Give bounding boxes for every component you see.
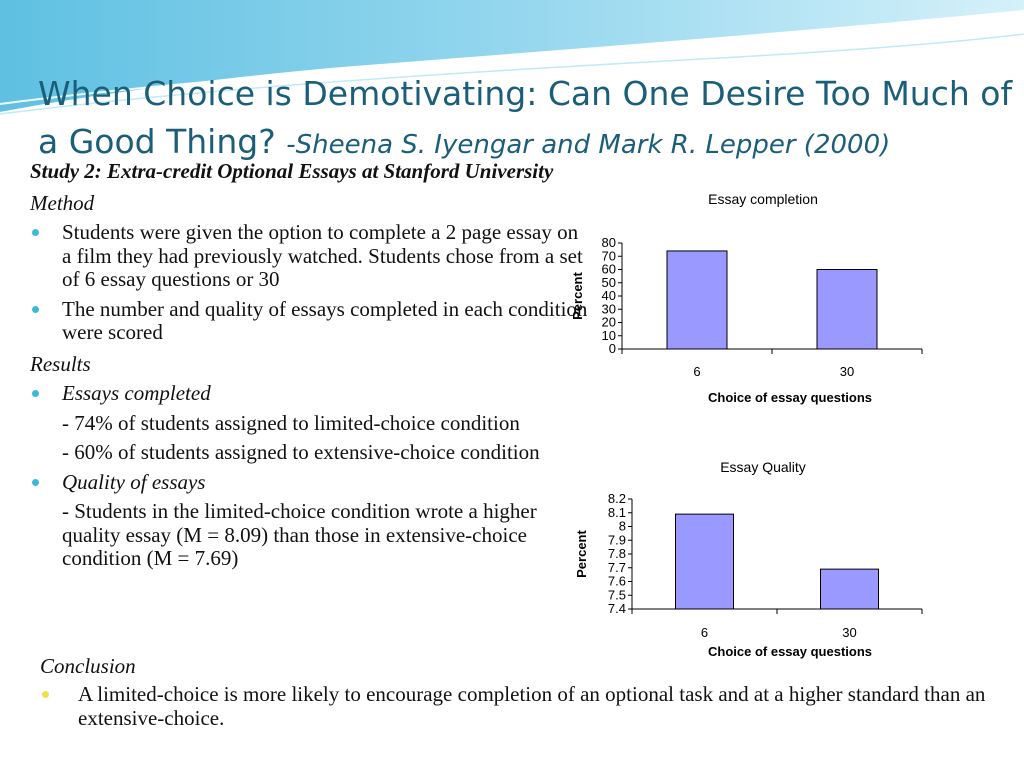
method-bullet: The number and quality of essays complet… (30, 297, 590, 345)
essays-completed-item: - 74% of students assigned to limited-ch… (62, 410, 520, 435)
results-heading: Results (30, 351, 91, 376)
header-banner (0, 0, 1024, 118)
conclusion-heading: Conclusion (40, 654, 136, 678)
x-tick-label: 6 (693, 364, 700, 379)
y-axis-label: Percent (570, 271, 585, 319)
chart-title: Essay Quality (720, 459, 806, 475)
y-tick-label: 7.4 (608, 601, 626, 616)
y-tick-label: 8.2 (608, 491, 626, 506)
x-tick-label: 30 (840, 364, 854, 379)
y-tick-label: 7.7 (608, 560, 626, 575)
study-heading: Study 2: Extra-credit Optional Essays at… (30, 159, 554, 183)
bar (666, 250, 728, 350)
title-authors: -Sheena S. Iyengar and Mark R. Lepper (2… (286, 130, 891, 160)
quality-heading: Quality of essays (30, 470, 590, 495)
y-tick-label: 40 (602, 288, 616, 303)
x-axis-label: Choice of essay questions (708, 390, 872, 405)
essays-completed-item: - 60% of students assigned to extensive-… (62, 440, 540, 464)
y-tick-label: 8 (619, 519, 626, 534)
body-text: Study 2: Extra-credit Optional Essays at… (30, 159, 590, 571)
bar (820, 568, 879, 610)
y-tick-label: 7.8 (608, 546, 626, 561)
y-tick-label: 0 (609, 341, 616, 356)
bar (675, 513, 734, 610)
y-tick-label: 20 (602, 315, 616, 330)
y-tick-label: 50 (602, 275, 616, 290)
method-bullet: Students were given the option to comple… (30, 220, 590, 292)
y-axis-label: Percent (574, 529, 589, 577)
bar (816, 269, 878, 350)
slide-title: When Choice is Demotivating: Can One Des… (38, 70, 1018, 169)
x-tick-label: 30 (842, 625, 856, 640)
y-tick-label: 8.1 (608, 505, 626, 520)
conclusion-text: A limited-choice is more likely to encou… (40, 682, 1008, 730)
y-tick-label: 80 (602, 235, 616, 250)
essays-completed-heading: Essays completed (30, 381, 590, 406)
y-tick-label: 60 (602, 262, 616, 277)
y-tick-label: 7.6 (608, 574, 626, 589)
method-heading: Method (30, 190, 95, 215)
title-main: When Choice is Demotivating: Can One Des… (38, 74, 1013, 161)
y-tick-label: 7.5 (608, 587, 626, 602)
quality-item: - Students in the limited-choice conditi… (62, 499, 537, 570)
chart-title: Essay completion (708, 191, 818, 207)
y-tick-label: 7.9 (608, 532, 626, 547)
x-tick-label: 6 (701, 625, 708, 640)
y-tick-label: 10 (602, 328, 616, 343)
y-tick-label: 30 (602, 301, 616, 316)
y-tick-label: 70 (602, 248, 616, 263)
x-axis-label: Choice of essay questions (708, 644, 872, 659)
